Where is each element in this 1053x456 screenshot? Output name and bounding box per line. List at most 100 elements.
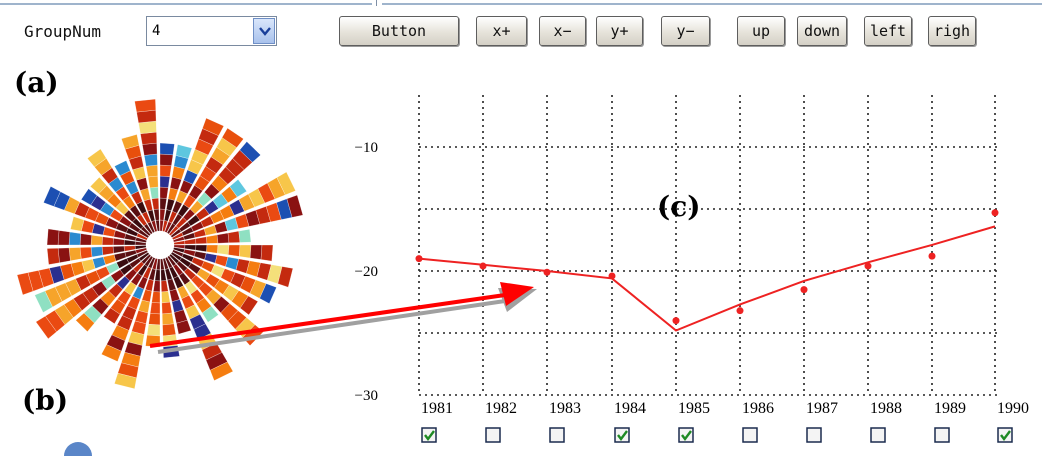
heatmap-cell xyxy=(145,164,158,178)
heatmap-cell xyxy=(149,186,159,199)
heatmap-cell xyxy=(101,236,114,246)
heatmap-cell xyxy=(70,216,85,232)
heatmap-cell xyxy=(238,229,252,243)
heatmap-cell xyxy=(161,291,171,304)
heatmap-cell xyxy=(154,269,161,282)
heatmap-cell xyxy=(159,186,169,199)
groupnum-value: 4 xyxy=(152,23,161,39)
check-icon xyxy=(681,430,692,441)
heatmap-cell xyxy=(112,238,125,246)
x-tick-label: 1987 xyxy=(806,400,838,417)
heatmap-cell xyxy=(140,131,157,145)
heatmap-cell xyxy=(68,247,82,261)
heatmap-cell xyxy=(16,272,34,296)
down-button[interactable]: down xyxy=(797,16,847,46)
year-checkbox[interactable] xyxy=(742,427,758,443)
heatmap-cell xyxy=(153,280,161,293)
heatmap-cell xyxy=(90,235,103,246)
heatmap-cell xyxy=(43,186,61,207)
heatmap-cell xyxy=(260,244,274,262)
heatmap-cell xyxy=(159,197,167,210)
heatmap-cell xyxy=(103,307,121,325)
heatmap-cell xyxy=(90,176,107,194)
groupnum-label: GroupNum xyxy=(24,22,102,41)
heatmap-cell xyxy=(229,179,247,198)
left-button[interactable]: left xyxy=(864,16,912,46)
right-button[interactable]: righ xyxy=(928,16,976,46)
x-tick-label: 1981 xyxy=(421,400,453,417)
heatmap-cell xyxy=(217,244,230,255)
heatmap-cell xyxy=(221,127,244,148)
year-checkbox[interactable] xyxy=(614,427,630,443)
heatmap-cell xyxy=(216,232,230,244)
y-plus-button[interactable]: y+ xyxy=(596,16,643,46)
heatmap-cell xyxy=(159,142,175,156)
heatmap-cell xyxy=(75,312,95,332)
heatmap-cell xyxy=(209,361,234,381)
heatmap-cell xyxy=(176,320,192,335)
y-tick-label: −30 xyxy=(355,388,378,404)
heatmap-cell xyxy=(57,230,71,246)
year-checkboxes[interactable] xyxy=(421,427,1013,443)
check-icon xyxy=(1000,430,1011,441)
heatmap-cell xyxy=(90,246,104,258)
heatmap-cell xyxy=(123,239,136,246)
year-checkbox[interactable] xyxy=(806,427,822,443)
heatmap-cell xyxy=(151,197,160,210)
data-point xyxy=(672,317,680,325)
y-minus-button[interactable]: y− xyxy=(661,16,710,46)
heatmap-cell xyxy=(102,226,116,237)
series-line xyxy=(418,225,996,332)
arrow-head xyxy=(500,282,534,306)
heatmap-cell xyxy=(151,291,161,304)
data-point xyxy=(864,262,872,270)
heatmap-cell xyxy=(114,373,137,389)
heatmap-cell xyxy=(35,315,57,340)
radial-heatmap[interactable] xyxy=(16,98,304,389)
arrow-shadow xyxy=(157,299,506,354)
year-checkbox[interactable] xyxy=(485,427,501,443)
year-checkbox[interactable] xyxy=(997,427,1013,443)
heatmap-cell xyxy=(228,244,241,257)
data-point xyxy=(928,252,936,260)
data-point xyxy=(608,272,616,280)
x-tick-label: 1985 xyxy=(678,400,710,417)
panel-label-a: (a) xyxy=(14,66,59,99)
groupnum-select[interactable]: 4 xyxy=(146,16,277,46)
button-button[interactable]: Button xyxy=(339,16,459,46)
heatmap-cell xyxy=(87,148,107,168)
y-tick-label: −10 xyxy=(355,140,378,156)
year-checkbox[interactable] xyxy=(549,427,565,443)
up-button[interactable]: up xyxy=(737,16,785,46)
heatmap-cell xyxy=(148,313,161,326)
data-point xyxy=(479,262,487,270)
x-axis-ticks: 1981 1982 1983 1984 1985 1986 1987 1988 1989 1990 xyxy=(421,400,1029,417)
heatmap-cell xyxy=(159,164,172,177)
heatmap-cell xyxy=(80,188,98,206)
panel-label-b: (b) xyxy=(22,384,69,417)
year-checkbox[interactable] xyxy=(678,427,694,443)
x-tick-label: 1989 xyxy=(934,400,966,417)
dropdown-arrow-icon[interactable] xyxy=(253,18,275,44)
year-checkbox[interactable] xyxy=(934,427,950,443)
heatmap-cell xyxy=(159,153,174,166)
x-minus-button[interactable]: x− xyxy=(539,16,586,46)
heatmap-cell xyxy=(204,253,218,264)
year-checkbox[interactable] xyxy=(421,427,437,443)
y-tick-label: −20 xyxy=(355,264,378,280)
heatmap-cell xyxy=(195,244,208,252)
heatmap-cell xyxy=(206,244,219,254)
heatmap-cell xyxy=(202,117,225,136)
heatmap-cell xyxy=(79,247,93,260)
heatmap-cell xyxy=(277,266,294,288)
data-point xyxy=(800,286,808,294)
heatmap-cell xyxy=(227,230,241,243)
x-plus-button[interactable]: x+ xyxy=(476,16,527,46)
x-tick-label: 1986 xyxy=(742,400,774,417)
heatmap-cell xyxy=(286,194,304,218)
heatmap-cell xyxy=(150,302,161,315)
heatmap-cell xyxy=(138,120,157,134)
heatmap-cell xyxy=(134,98,156,113)
heatmap-cell xyxy=(161,301,173,315)
year-checkbox[interactable] xyxy=(870,427,886,443)
